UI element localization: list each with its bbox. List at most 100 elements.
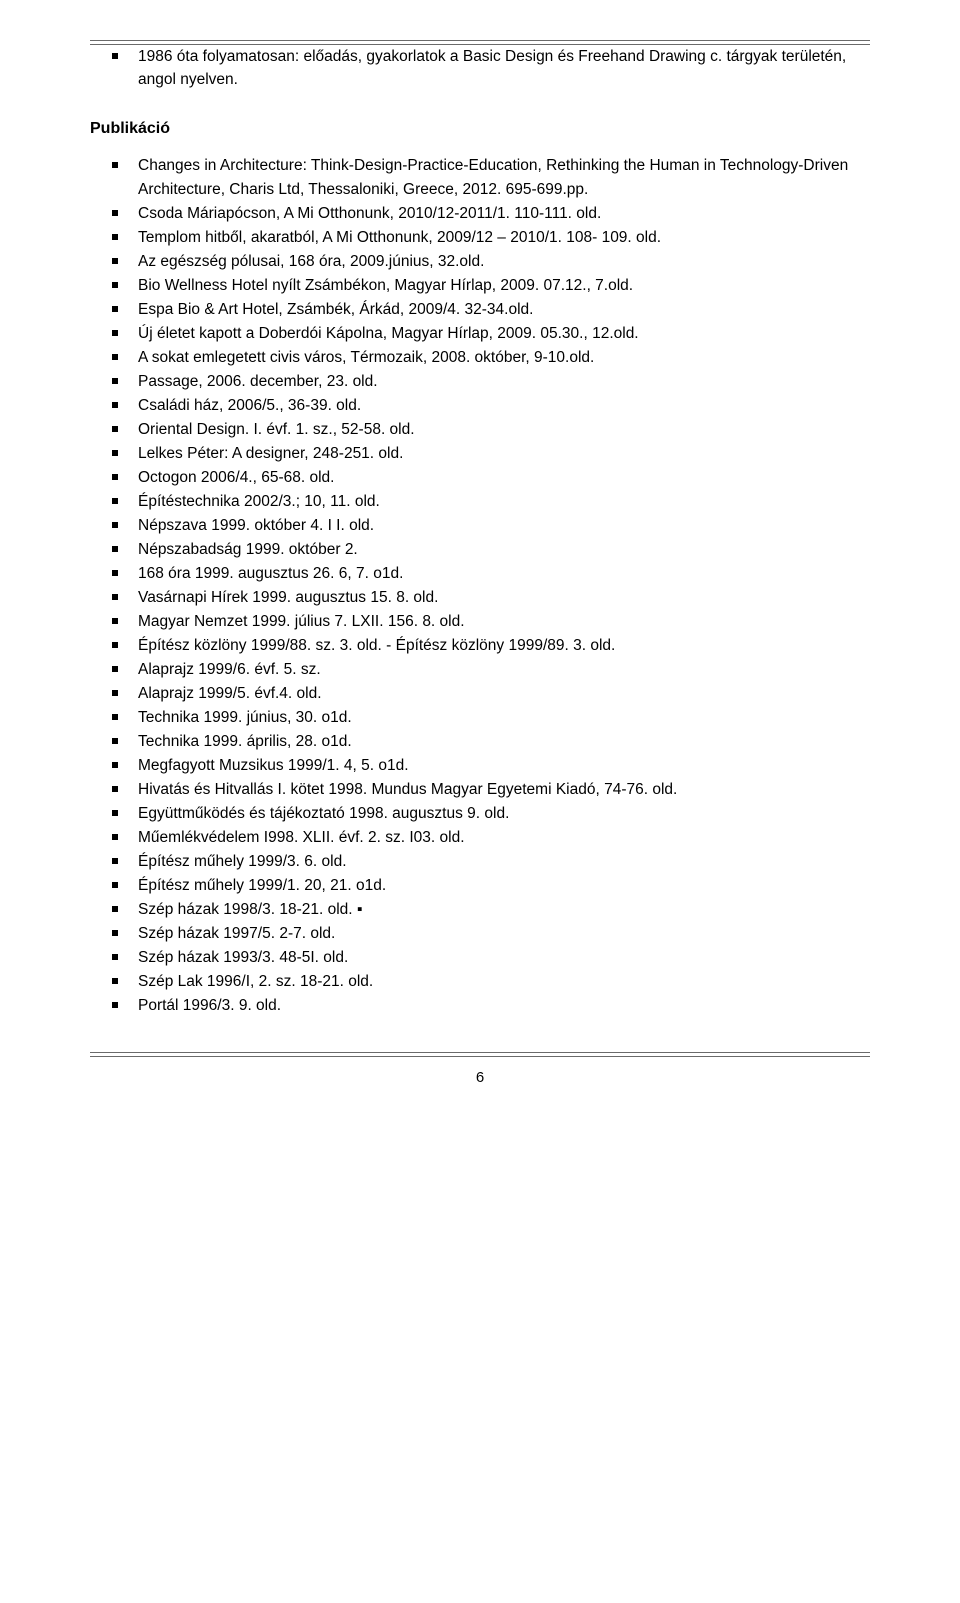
- bullet-icon: [112, 834, 118, 840]
- list-item-text: Espa Bio & Art Hotel, Zsámbék, Árkád, 20…: [138, 298, 870, 322]
- bullet-icon: [112, 258, 118, 264]
- list-item: Alaprajz 1999/6. évf. 5. sz.: [112, 658, 870, 682]
- bullet-icon: [112, 882, 118, 888]
- page-container: 1986 óta folyamatosan: előadás, gyakorla…: [0, 0, 960, 1116]
- intro-item: 1986 óta folyamatosan: előadás, gyakorla…: [112, 45, 870, 92]
- bullet-icon: [112, 162, 118, 168]
- section-title: Publikáció: [90, 120, 870, 138]
- list-item: Műemlékvédelem I998. XLII. évf. 2. sz. I…: [112, 826, 870, 850]
- list-item-text: 168 óra 1999. augusztus 26. 6, 7. o1d.: [138, 562, 870, 586]
- bullet-icon: [112, 594, 118, 600]
- list-item: Vasárnapi Hírek 1999. augusztus 15. 8. o…: [112, 586, 870, 610]
- bullet-icon: [112, 210, 118, 216]
- bullet-icon: [112, 53, 118, 59]
- list-item-text: Changes in Architecture: Think-Design-Pr…: [138, 154, 870, 202]
- bullet-icon: [112, 642, 118, 648]
- list-item-text: Szép házak 1993/3. 48-5I. old.: [138, 946, 870, 970]
- list-item: Szép Lak 1996/I, 2. sz. 18-21. old.: [112, 970, 870, 994]
- bullet-icon: [112, 618, 118, 624]
- list-item-text: Műemlékvédelem I998. XLII. évf. 2. sz. I…: [138, 826, 870, 850]
- bullet-icon: [112, 690, 118, 696]
- bullet-icon: [112, 330, 118, 336]
- publication-list: Changes in Architecture: Think-Design-Pr…: [112, 154, 870, 1019]
- bullet-icon: [112, 954, 118, 960]
- list-item: Új életet kapott a Doberdói Kápolna, Mag…: [112, 322, 870, 346]
- bullet-icon: [112, 786, 118, 792]
- list-item: Lelkes Péter: A designer, 248-251. old.: [112, 442, 870, 466]
- list-item: Családi ház, 2006/5., 36-39. old.: [112, 394, 870, 418]
- list-item: 168 óra 1999. augusztus 26. 6, 7. o1d.: [112, 562, 870, 586]
- bullet-icon: [112, 546, 118, 552]
- list-item: Octogon 2006/4., 65-68. old.: [112, 466, 870, 490]
- list-item-text: Új életet kapott a Doberdói Kápolna, Mag…: [138, 322, 870, 346]
- list-item-text: Alaprajz 1999/5. évf.4. old.: [138, 682, 870, 706]
- list-item-text: Együttműködés és tájékoztató 1998. augus…: [138, 802, 870, 826]
- list-item: Magyar Nemzet 1999. július 7. LXII. 156.…: [112, 610, 870, 634]
- bullet-icon: [112, 234, 118, 240]
- bullet-icon: [112, 570, 118, 576]
- bullet-icon: [112, 810, 118, 816]
- bullet-icon: [112, 906, 118, 912]
- list-item: Templom hitből, akaratból, A Mi Otthonun…: [112, 226, 870, 250]
- list-item: Megfagyott Muzsikus 1999/1. 4, 5. o1d.: [112, 754, 870, 778]
- bullet-icon: [112, 378, 118, 384]
- bullet-icon: [112, 714, 118, 720]
- bullet-icon: [112, 858, 118, 864]
- list-item: Portál 1996/3. 9. old.: [112, 994, 870, 1018]
- list-item-text: Építész közlöny 1999/88. sz. 3. old. - É…: [138, 634, 870, 658]
- list-item-text: Hivatás és Hitvallás I. kötet 1998. Mund…: [138, 778, 870, 802]
- list-item: Espa Bio & Art Hotel, Zsámbék, Árkád, 20…: [112, 298, 870, 322]
- list-item-text: Magyar Nemzet 1999. július 7. LXII. 156.…: [138, 610, 870, 634]
- list-item-text: Technika 1999. április, 28. o1d.: [138, 730, 870, 754]
- list-item-text: Octogon 2006/4., 65-68. old.: [138, 466, 870, 490]
- list-item-text: Megfagyott Muzsikus 1999/1. 4, 5. o1d.: [138, 754, 870, 778]
- list-item: Technika 1999. június, 30. o1d.: [112, 706, 870, 730]
- list-item: Együttműködés és tájékoztató 1998. augus…: [112, 802, 870, 826]
- list-item-text: Alaprajz 1999/6. évf. 5. sz.: [138, 658, 870, 682]
- list-item-text: Népszabadság 1999. október 2.: [138, 538, 870, 562]
- list-item-text: Építéstechnika 2002/3.; 10, 11. old.: [138, 490, 870, 514]
- list-item: Építéstechnika 2002/3.; 10, 11. old.: [112, 490, 870, 514]
- list-item-text: Szép házak 1997/5. 2-7. old.: [138, 922, 870, 946]
- list-item: Szép házak 1997/5. 2-7. old.: [112, 922, 870, 946]
- list-item: Az egészség pólusai, 168 óra, 2009.júniu…: [112, 250, 870, 274]
- list-item: Changes in Architecture: Think-Design-Pr…: [112, 154, 870, 202]
- list-item: Népszabadság 1999. október 2.: [112, 538, 870, 562]
- footer: 6: [90, 1052, 870, 1086]
- list-item-text: Oriental Design. I. évf. 1. sz., 52-58. …: [138, 418, 870, 442]
- intro-text: 1986 óta folyamatosan: előadás, gyakorla…: [138, 45, 870, 92]
- bullet-icon: [112, 354, 118, 360]
- list-item-text: Templom hitből, akaratból, A Mi Otthonun…: [138, 226, 870, 250]
- bullet-icon: [112, 762, 118, 768]
- list-item-text: Építész műhely 1999/1. 20, 21. o1d.: [138, 874, 870, 898]
- list-item-text: Építész műhely 1999/3. 6. old.: [138, 850, 870, 874]
- list-item-text: A sokat emlegetett civis város, Térmozai…: [138, 346, 870, 370]
- bullet-icon: [112, 474, 118, 480]
- list-item: Építész közlöny 1999/88. sz. 3. old. - É…: [112, 634, 870, 658]
- list-item: Bio Wellness Hotel nyílt Zsámbékon, Magy…: [112, 274, 870, 298]
- list-item-text: Családi ház, 2006/5., 36-39. old.: [138, 394, 870, 418]
- bullet-icon: [112, 666, 118, 672]
- bottom-rule: [90, 1052, 870, 1057]
- bullet-icon: [112, 738, 118, 744]
- list-item: Szép házak 1998/3. 18-21. old. ▪: [112, 898, 870, 922]
- bullet-icon: [112, 426, 118, 432]
- list-item: Technika 1999. április, 28. o1d.: [112, 730, 870, 754]
- list-item: Építész műhely 1999/3. 6. old.: [112, 850, 870, 874]
- bullet-icon: [112, 930, 118, 936]
- list-item-text: Csoda Máriapócson, A Mi Otthonunk, 2010/…: [138, 202, 870, 226]
- list-item: Alaprajz 1999/5. évf.4. old.: [112, 682, 870, 706]
- list-item: Hivatás és Hitvallás I. kötet 1998. Mund…: [112, 778, 870, 802]
- list-item: A sokat emlegetett civis város, Térmozai…: [112, 346, 870, 370]
- list-item-text: Passage, 2006. december, 23. old.: [138, 370, 870, 394]
- list-item: Oriental Design. I. évf. 1. sz., 52-58. …: [112, 418, 870, 442]
- bullet-icon: [112, 1002, 118, 1008]
- bullet-icon: [112, 282, 118, 288]
- bullet-icon: [112, 522, 118, 528]
- list-item: Csoda Máriapócson, A Mi Otthonunk, 2010/…: [112, 202, 870, 226]
- list-item-text: Technika 1999. június, 30. o1d.: [138, 706, 870, 730]
- list-item: Szép házak 1993/3. 48-5I. old.: [112, 946, 870, 970]
- list-item: Passage, 2006. december, 23. old.: [112, 370, 870, 394]
- list-item-text: Szép Lak 1996/I, 2. sz. 18-21. old.: [138, 970, 870, 994]
- list-item: Építész műhely 1999/1. 20, 21. o1d.: [112, 874, 870, 898]
